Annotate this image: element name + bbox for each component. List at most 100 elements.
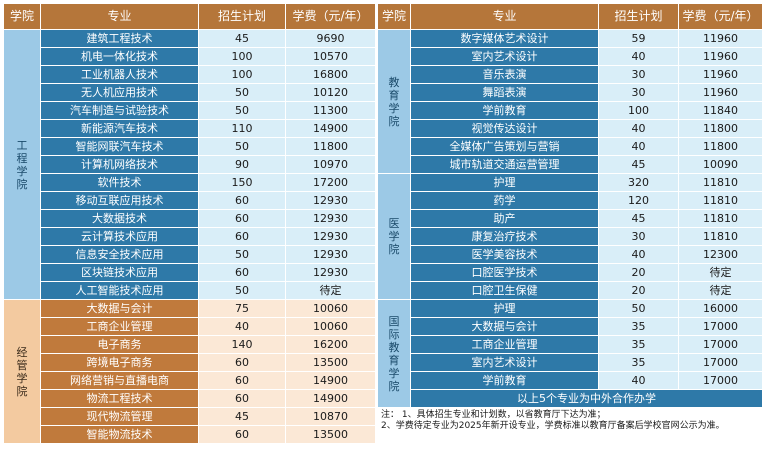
table-row: 学前教育 100 11840	[378, 101, 763, 120]
quota-cell: 40	[598, 137, 679, 156]
major-cell: 室内艺术设计	[410, 47, 599, 66]
fee-cell: 14900	[285, 371, 376, 390]
table-row: 医学美容技术 40 12300	[378, 245, 763, 264]
fee-cell: 12930	[285, 263, 376, 282]
college-name: 教育学院	[388, 75, 400, 128]
quota-cell: 100	[198, 47, 286, 66]
college-name: 经管学院	[16, 345, 28, 398]
quota-cell: 40	[198, 317, 286, 336]
major-cell: 数字媒体艺术设计	[410, 29, 599, 48]
table-row: 工商企业管理 40 10060	[4, 317, 376, 336]
major-cell: 护理	[410, 173, 599, 192]
quota-cell: 60	[198, 371, 286, 390]
medical-rows: 医学院 护理 320 11810 药学 120 11810 助产 45 11810 康复治疗技术 30…	[377, 173, 763, 300]
quota-cell: 60	[198, 389, 286, 408]
quota-cell: 40	[598, 371, 679, 390]
fee-cell: 12300	[678, 245, 763, 264]
table-row: 教育学院 数字媒体艺术设计 59 11960	[377, 29, 763, 174]
quota-cell: 40	[598, 47, 679, 66]
fee-cell: 11840	[678, 101, 763, 120]
quota-cell: 40	[598, 119, 679, 138]
table-row: 电子商务 140 16200	[4, 335, 376, 354]
tuition-page: { "headers": { "college": "学院", "major":…	[3, 3, 763, 451]
left-header-row: 学院 专业 招生计划 学费（元/年）	[3, 3, 376, 30]
fee-cell: 11960	[678, 65, 763, 84]
fee-cell: 10570	[285, 47, 376, 66]
major-cell: 现代物流管理	[40, 407, 199, 426]
major-cell: 护理	[410, 299, 599, 318]
college-name-cell: 教育学院	[377, 29, 411, 174]
notes-label: 注：	[381, 410, 400, 420]
quota-cell: 45	[598, 209, 679, 228]
college-name-cell: 工程学院	[3, 29, 41, 300]
fee-cell: 11960	[678, 83, 763, 102]
major-cell: 工商企业管理	[40, 317, 199, 336]
header-major: 专业	[410, 3, 599, 30]
fee-cell: 17000	[678, 335, 763, 354]
quota-cell: 110	[198, 119, 286, 138]
header-college: 学院	[377, 3, 411, 30]
quota-cell: 20	[598, 281, 679, 300]
table-row: 学前教育 40 17000	[378, 371, 763, 390]
major-cell: 全媒体广告策划与营销	[410, 137, 599, 156]
header-fee: 学费（元/年）	[285, 3, 376, 30]
international-rows: 国际教育学院 护理 50 16000 大数据与会计 35 17000 工商企业管理 35 1700…	[377, 299, 763, 408]
major-cell: 汽车制造与试验技术	[40, 101, 199, 120]
left-fee-table: 学院 专业 招生计划 学费（元/年） 工程学院 建筑工程技术 45 9690 机电一体化…	[3, 3, 376, 444]
table-row: 医学院 护理 320 11810	[377, 173, 763, 300]
fee-cell: 11810	[678, 227, 763, 246]
major-cell: 助产	[410, 209, 599, 228]
table-row: 计算机网络技术 90 10970	[4, 155, 376, 174]
fee-cell: 11810	[678, 173, 763, 192]
quota-cell: 45	[198, 407, 286, 426]
table-row: 以上5个专业为中外合作办学	[378, 389, 763, 408]
quota-cell: 50	[598, 299, 679, 318]
major-cell: 电子商务	[40, 335, 199, 354]
fee-cell: 待定	[678, 281, 763, 300]
quota-cell: 75	[198, 299, 286, 318]
table-row: 音乐表演 30 11960	[378, 65, 763, 84]
quota-cell: 60	[198, 209, 286, 228]
fee-cell: 10970	[285, 155, 376, 174]
table-row: 视觉传达设计 40 11800	[378, 119, 763, 138]
table-row: 云计算技术应用 60 12930	[4, 227, 376, 246]
table-row: 网络营销与直播电商 60 14900	[4, 371, 376, 390]
quota-cell: 30	[598, 83, 679, 102]
quota-cell: 45	[198, 29, 286, 48]
major-cell: 学前教育	[410, 371, 599, 390]
management-rows: 经管学院 大数据与会计 75 10060 工商企业管理 40 10060 电子商务 140 162…	[3, 299, 376, 444]
fee-cell: 13500	[285, 425, 376, 444]
fee-cell: 10120	[285, 83, 376, 102]
fee-cell: 12930	[285, 191, 376, 210]
quota-cell: 60	[198, 353, 286, 372]
quota-cell: 30	[598, 65, 679, 84]
college-name: 医学院	[388, 217, 400, 256]
major-cell: 室内艺术设计	[410, 353, 599, 372]
table-row: 口腔医学技术 20 待定	[378, 263, 763, 282]
quota-cell: 59	[598, 29, 679, 48]
fee-cell: 10870	[285, 407, 376, 426]
fee-cell: 17000	[678, 317, 763, 336]
sino-foreign-note: 以上5个专业为中外合作办学	[410, 389, 763, 408]
table-row: 药学 120 11810	[378, 191, 763, 210]
table-row: 机电一体化技术 100 10570	[4, 47, 376, 66]
engineering-rows: 工程学院 建筑工程技术 45 9690 机电一体化技术 100 10570 工业机器人技术 10…	[3, 29, 376, 300]
header-major: 专业	[40, 3, 199, 30]
major-cell: 移动互联应用技术	[40, 191, 199, 210]
major-cell: 学前教育	[410, 101, 599, 120]
major-cell: 机电一体化技术	[40, 47, 199, 66]
table-row: 智能物流技术 60 13500	[4, 425, 376, 444]
fee-cell: 11960	[678, 29, 763, 48]
quota-cell: 100	[198, 65, 286, 84]
major-cell: 医学美容技术	[410, 245, 599, 264]
notes-line-2: 2、学费待定专业为2025年新开设专业，学费标准以教育厅备案后学校官网公示为准。	[381, 421, 725, 431]
quota-cell: 35	[598, 317, 679, 336]
table-row: 新能源汽车技术 110 14900	[4, 119, 376, 138]
quota-cell: 40	[598, 245, 679, 264]
major-cell: 口腔卫生保健	[410, 281, 599, 300]
college-name-cell: 经管学院	[3, 299, 41, 444]
major-cell: 大数据技术	[40, 209, 199, 228]
table-row: 工业机器人技术 100 16800	[4, 65, 376, 84]
major-cell: 智能物流技术	[40, 425, 199, 444]
fee-cell: 16000	[678, 299, 763, 318]
